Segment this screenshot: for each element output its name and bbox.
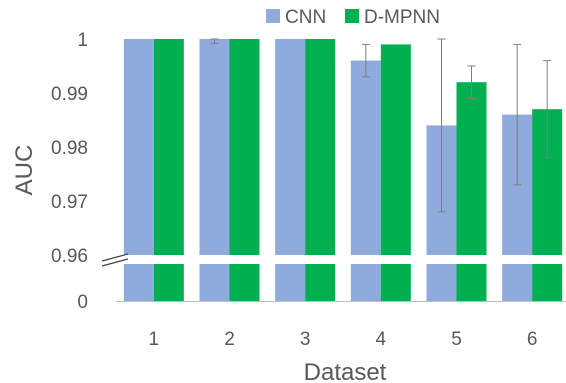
y-tick-label: 1: [77, 30, 88, 51]
legend: CNN D-MPNN: [266, 7, 440, 28]
bar-upper: [305, 39, 336, 255]
axis-break: [101, 253, 566, 267]
x-tick-label: 6: [527, 329, 538, 350]
legend-label: CNN: [285, 7, 326, 28]
axis-break-mark: [101, 253, 129, 262]
legend-swatch: [266, 9, 280, 23]
bar-lower: [229, 264, 260, 301]
y-axis-ticks: 0.96 0.97 0.98 0.99 1 0: [51, 30, 88, 313]
bar-lower: [426, 264, 457, 301]
y-tick-label: 0: [77, 292, 88, 313]
axis-break-gap: [116, 256, 566, 263]
bar-upper: [199, 39, 230, 255]
y-tick-label: 0.99: [51, 84, 88, 105]
bar-upper: [275, 39, 306, 255]
bar-lower: [123, 264, 154, 301]
bar-lower: [350, 264, 381, 301]
bars: [123, 38, 563, 301]
x-tick-label: 3: [300, 329, 311, 350]
x-tick-label: 2: [224, 329, 235, 350]
x-tick-label: 1: [149, 329, 160, 350]
bar-upper: [380, 44, 411, 256]
bar-lower: [532, 264, 563, 301]
y-tick-label: 0.98: [51, 138, 88, 159]
bar-lower: [502, 264, 533, 301]
bar-upper: [123, 39, 154, 255]
bar-lower: [456, 264, 487, 301]
bar-lower: [153, 264, 184, 301]
x-tick-label: 5: [451, 329, 462, 350]
y-tick-label: 0.97: [51, 192, 88, 213]
bar-upper: [350, 60, 381, 255]
bar-upper: [153, 39, 184, 255]
legend-swatch: [345, 9, 359, 23]
bar-lower: [275, 264, 306, 301]
legend-label: D-MPNN: [364, 7, 440, 28]
y-tick-label: 0.96: [51, 246, 88, 267]
bar-upper: [229, 39, 260, 255]
bar-lower: [305, 264, 336, 301]
bar-lower: [199, 264, 230, 301]
y-axis-label: AUC: [11, 145, 38, 196]
bar-upper: [456, 82, 487, 255]
axis-break-mark: [101, 258, 129, 267]
x-tick-label: 4: [376, 329, 387, 350]
x-axis-ticks: 1 2 3 4 5 6: [149, 329, 538, 350]
x-axis-label: Dataset: [304, 359, 387, 383]
bar-lower: [380, 264, 411, 301]
